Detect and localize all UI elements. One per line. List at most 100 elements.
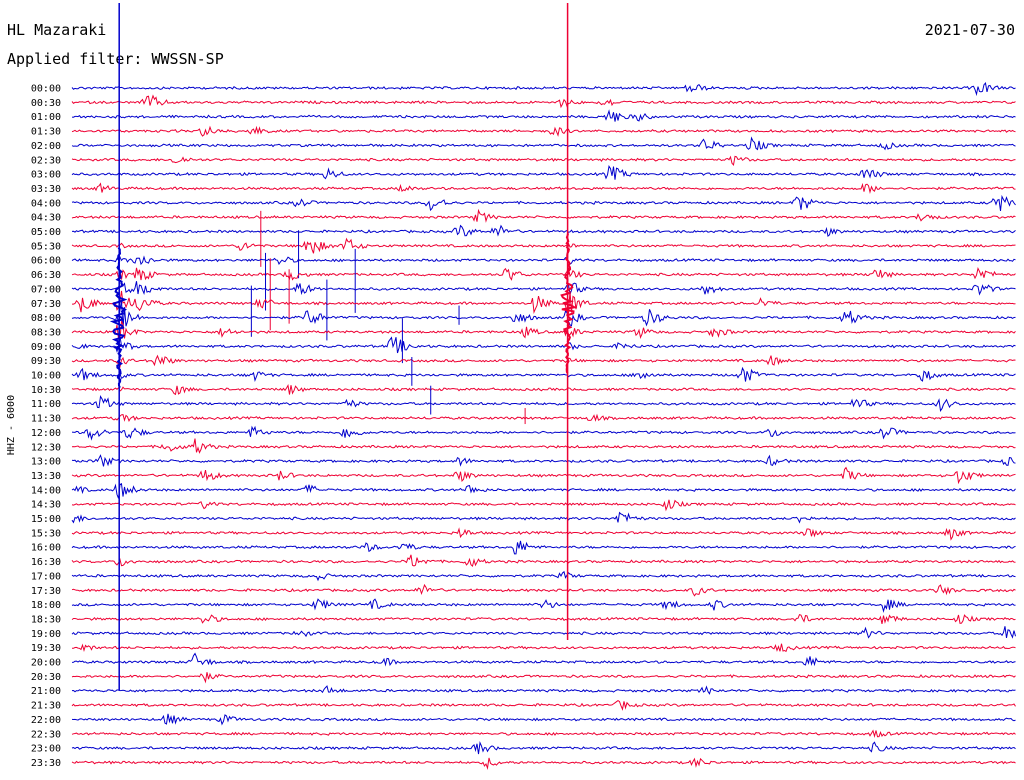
trace-row [71, 82, 1016, 97]
trace-row [71, 570, 1016, 582]
row-time-label: 18:30 [31, 614, 61, 625]
row-time-label: 03:30 [31, 184, 61, 195]
row-time-label: 13:00 [31, 457, 61, 468]
row-time-label: 16:00 [31, 543, 61, 554]
channel-label: HHZ - 6000 [6, 395, 17, 455]
row-time-label: 19:00 [31, 629, 61, 640]
trace-row [71, 237, 1016, 254]
row-time-label: 13:30 [31, 471, 61, 482]
trace-row [71, 699, 1016, 711]
trace-row [71, 182, 1016, 194]
station-title: HL Mazaraki [7, 21, 107, 39]
row-time-label: 04:00 [31, 198, 61, 209]
trace-row [71, 94, 1016, 109]
trace-row [71, 438, 1016, 454]
trace-row [71, 741, 1016, 755]
row-time-label: 02:00 [31, 141, 61, 152]
row-time-label: 22:00 [31, 715, 61, 726]
time-labels: 00:00 00:30 01:00 01:30 02:00 02:30 03:00 03:30… [31, 84, 61, 769]
trace-row [71, 384, 1016, 396]
trace-row [71, 394, 1016, 413]
trace-row [71, 194, 1016, 212]
row-time-label: 14:30 [31, 500, 61, 511]
row-time-label: 15:00 [31, 514, 61, 525]
row-time-label: 03:00 [31, 170, 61, 181]
row-time-label: 07:00 [31, 284, 61, 295]
row-time-label: 08:00 [31, 313, 61, 324]
earthquake-burst [560, 233, 578, 374]
trace-row [71, 413, 1016, 422]
row-time-label: 14:00 [31, 485, 61, 496]
row-time-label: 09:00 [31, 342, 61, 353]
trace-row [71, 319, 1016, 340]
trace-row [71, 354, 1016, 369]
row-time-label: 15:30 [31, 528, 61, 539]
trace-row [72, 290, 1016, 315]
row-time-label: 05:30 [31, 241, 61, 252]
row-time-label: 16:30 [31, 557, 61, 568]
row-time-label: 07:30 [31, 299, 61, 310]
trace-row [71, 729, 1016, 738]
trace-row [71, 483, 1016, 499]
trace-row [71, 499, 1016, 512]
trace-row [71, 266, 1016, 281]
trace-row [71, 366, 1016, 382]
row-time-label: 17:30 [31, 586, 61, 597]
earthquake-burst [109, 247, 128, 389]
trace-row [71, 598, 1016, 614]
plot-date: 2021-07-30 [924, 21, 1015, 39]
row-time-label: 08:30 [31, 327, 61, 338]
row-time-label: 17:00 [31, 571, 61, 582]
row-time-label: 10:30 [31, 385, 61, 396]
row-time-label: 21:00 [31, 686, 61, 697]
trace-row [71, 757, 1016, 770]
row-time-label: 00:00 [31, 84, 61, 95]
trace-row [71, 136, 1016, 151]
row-time-label: 01:00 [31, 112, 61, 123]
row-time-label: 23:00 [31, 744, 61, 755]
row-time-label: 04:30 [31, 213, 61, 224]
trace-row [71, 713, 1016, 726]
row-time-label: 22:30 [31, 729, 61, 740]
row-time-label: 12:30 [31, 442, 61, 453]
trace-row [71, 626, 1016, 639]
trace-row [71, 109, 1016, 122]
trace-row [71, 425, 1016, 441]
trace-row [71, 279, 1016, 296]
trace-row [71, 554, 1016, 568]
trace-row [71, 540, 1016, 555]
trace-row [71, 583, 1016, 597]
trace-row [71, 336, 1016, 354]
row-time-label: 06:30 [31, 270, 61, 281]
row-time-label: 12:00 [31, 428, 61, 439]
trace-row [72, 643, 1016, 653]
trace-row [71, 155, 1016, 166]
row-time-label: 01:30 [31, 127, 61, 138]
row-time-label: 02:30 [31, 155, 61, 166]
trace-row [71, 300, 1016, 330]
row-time-label: 05:00 [31, 227, 61, 238]
row-time-label: 21:30 [31, 701, 61, 712]
trace-row [71, 164, 1016, 180]
filter-label: Applied filter: WWSSN-SP [7, 50, 224, 68]
row-time-label: 18:00 [31, 600, 61, 611]
trace-row [71, 208, 1016, 223]
row-time-label: 00:30 [31, 98, 61, 109]
row-time-label: 11:30 [31, 414, 61, 425]
row-time-label: 20:30 [31, 672, 61, 683]
trace-row [71, 224, 1016, 238]
trace-row [71, 125, 1016, 137]
trace-row [71, 672, 1016, 684]
row-time-label: 10:00 [31, 371, 61, 382]
trace-row [71, 454, 1016, 467]
trace-row [71, 255, 1016, 266]
row-time-label: 23:30 [31, 758, 61, 769]
trace-row [71, 652, 1016, 667]
trace-row [71, 466, 1016, 485]
row-time-label: 11:00 [31, 399, 61, 410]
seismic-traces [71, 3, 1016, 770]
row-time-label: 20:00 [31, 658, 61, 669]
row-time-label: 19:30 [31, 643, 61, 654]
row-time-label: 09:30 [31, 356, 61, 367]
